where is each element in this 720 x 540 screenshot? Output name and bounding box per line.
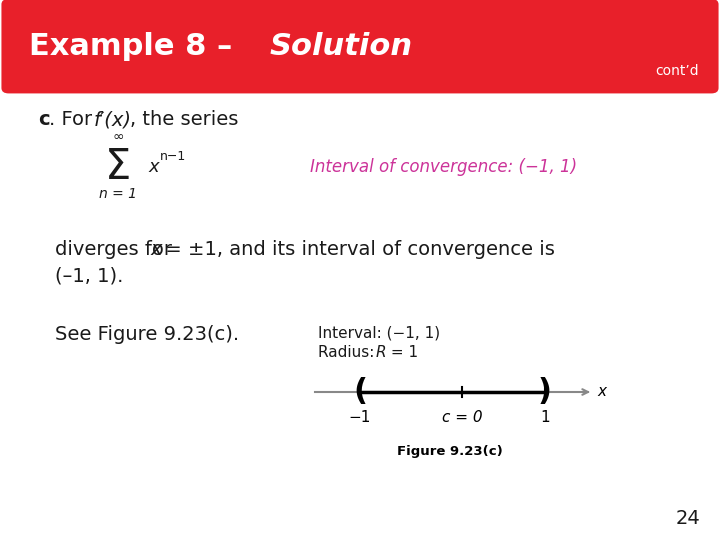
Text: c = 0: c = 0 bbox=[441, 410, 482, 425]
Text: f′(x): f′(x) bbox=[94, 110, 132, 129]
Text: x: x bbox=[150, 240, 161, 259]
Text: x: x bbox=[597, 384, 606, 400]
Text: . For: . For bbox=[49, 110, 99, 129]
Text: (: ( bbox=[353, 377, 367, 407]
Text: ∞: ∞ bbox=[112, 130, 124, 144]
Text: = ±1, and its interval of convergence is: = ±1, and its interval of convergence is bbox=[159, 240, 555, 259]
Text: = 1: = 1 bbox=[386, 345, 418, 360]
Text: Σ: Σ bbox=[105, 146, 131, 188]
Text: Example 8 –: Example 8 – bbox=[29, 32, 243, 60]
Text: Radius:: Radius: bbox=[318, 345, 379, 360]
Text: diverges for: diverges for bbox=[55, 240, 179, 259]
Text: , the series: , the series bbox=[130, 110, 238, 129]
Text: (–1, 1).: (–1, 1). bbox=[55, 266, 123, 285]
Text: c: c bbox=[38, 110, 50, 129]
Text: x: x bbox=[148, 158, 158, 176]
Text: See Figure 9.23(c).: See Figure 9.23(c). bbox=[55, 325, 239, 344]
Text: 24: 24 bbox=[675, 509, 700, 528]
Text: 1: 1 bbox=[540, 410, 550, 425]
Text: Interval of convergence: (−1, 1): Interval of convergence: (−1, 1) bbox=[310, 158, 577, 176]
Text: Solution: Solution bbox=[270, 32, 413, 60]
Text: Interval: (−1, 1): Interval: (−1, 1) bbox=[318, 325, 440, 340]
Text: R: R bbox=[376, 345, 387, 360]
Text: −1: −1 bbox=[348, 410, 372, 425]
Text: cont’d: cont’d bbox=[654, 64, 698, 78]
Text: n−1: n−1 bbox=[160, 151, 186, 164]
Text: n = 1: n = 1 bbox=[99, 187, 137, 201]
Text: Figure 9.23(c): Figure 9.23(c) bbox=[397, 445, 503, 458]
Text: ): ) bbox=[538, 377, 552, 407]
